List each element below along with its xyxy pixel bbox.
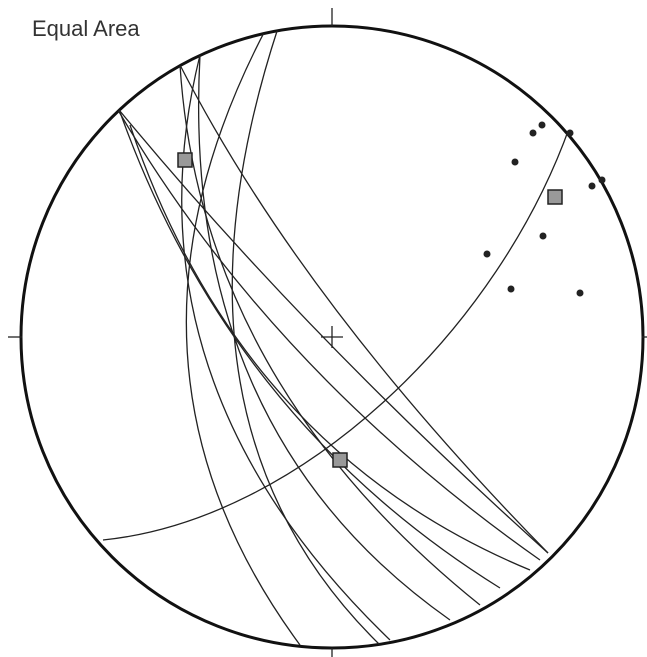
pole (576, 289, 584, 297)
great-circle (117, 109, 541, 561)
great-circle (185, 26, 301, 646)
great-circle (197, 54, 451, 621)
poles (483, 121, 606, 297)
great-circle (102, 119, 573, 541)
great-circle (181, 54, 391, 641)
mean-pole (547, 189, 563, 205)
mean-pole (332, 452, 348, 468)
pole (539, 232, 547, 240)
ticks (8, 8, 647, 657)
mean-poles (177, 152, 563, 468)
great-circle (231, 27, 381, 646)
great-circles (102, 26, 573, 646)
great-circle (114, 104, 549, 554)
pole (507, 285, 515, 293)
great-circle (179, 64, 481, 606)
pole (598, 176, 606, 184)
great-circle (179, 64, 549, 554)
pole (529, 129, 537, 137)
mean-pole (177, 152, 193, 168)
pole (511, 158, 519, 166)
title: Equal Area (32, 16, 140, 41)
pole (566, 129, 574, 137)
great-circle (129, 124, 531, 571)
pole (588, 182, 596, 190)
pole (538, 121, 546, 129)
great-circle (119, 111, 501, 589)
pole (483, 250, 491, 258)
